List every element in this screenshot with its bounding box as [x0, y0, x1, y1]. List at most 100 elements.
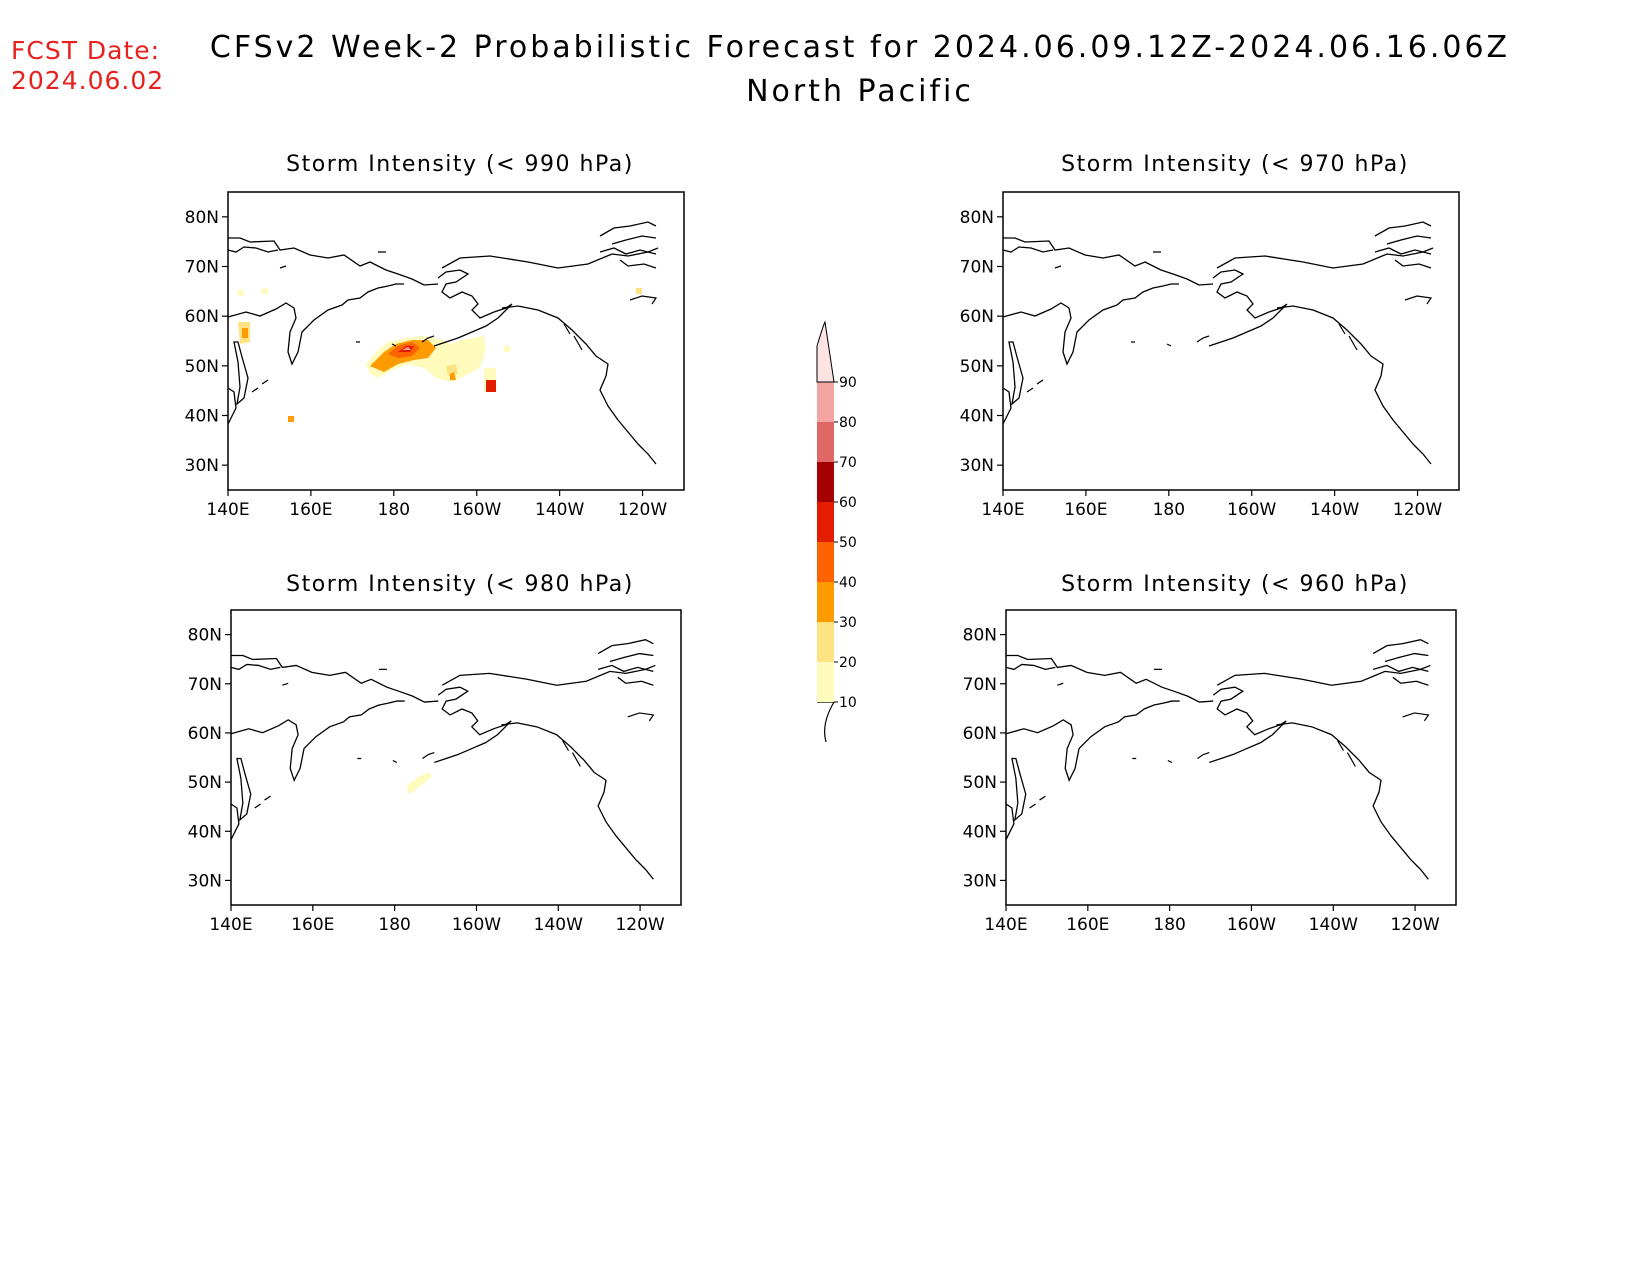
lon-label: 120W [618, 500, 667, 520]
lon-label: 140E [209, 915, 252, 935]
colorbar-segment [817, 582, 834, 622]
lon-label: 140W [1310, 500, 1359, 520]
lon-label: 120W [1390, 915, 1439, 935]
lon-label: 160E [291, 915, 334, 935]
lat-label: 70N [188, 675, 222, 695]
lon-label: 160E [1066, 915, 1109, 935]
colorbar-segment [817, 422, 834, 462]
colorbar-segment [817, 502, 834, 542]
map-980: 80N 70N 60N 50N 40N 30N 140E 160E 180 160W 140W 120… [188, 609, 682, 935]
lon-label: 180 [378, 500, 410, 520]
probability-area [450, 372, 456, 380]
colorbar-label: 20 [839, 655, 857, 671]
lat-label: 40N [188, 822, 222, 842]
lon-label: 180 [1153, 500, 1185, 520]
coastline [1005, 639, 1431, 880]
probability-area [636, 288, 642, 294]
lon-label: 160W [1227, 500, 1276, 520]
lon-label: 160E [289, 500, 332, 520]
lon-label: 140E [206, 500, 249, 520]
lat-label: 70N [960, 258, 994, 278]
colorbar-label: 50 [839, 535, 857, 551]
lon-label: 140E [984, 915, 1027, 935]
map-990: 80N 70N 60N 50N 40N 30N 140E 160E 180 160W 140W 120… [185, 191, 685, 520]
probability-area [486, 380, 496, 392]
colorbar-label: 60 [839, 495, 857, 511]
panel-title-980: Storm Intensity (< 980 hPa) [286, 572, 634, 597]
coastline [227, 221, 659, 465]
forecast-date: FCST Date: 2024.06.02 [11, 36, 164, 96]
map-frame [227, 191, 685, 491]
lon-label: 160E [1064, 500, 1107, 520]
lon-label: 160W [1227, 915, 1276, 935]
map-frame [1002, 191, 1460, 491]
lat-label: 60N [960, 307, 994, 327]
lat-label: 60N [185, 307, 219, 327]
fcst-date-value: 2024.06.02 [11, 66, 165, 95]
colorbar-segment [817, 542, 834, 582]
lon-label: 120W [615, 915, 664, 935]
lat-label: 40N [963, 822, 997, 842]
page-title: CFSv2 Week-2 Probabilistic Forecast for … [209, 30, 1511, 65]
probability-area [446, 364, 458, 376]
lat-label: 30N [960, 456, 994, 476]
probability-area [262, 288, 268, 294]
lat-label: 30N [963, 871, 997, 891]
colorbar-segment [817, 462, 834, 502]
lat-label: 80N [963, 626, 997, 646]
lon-label: 140W [534, 915, 583, 935]
panel-title-990: Storm Intensity (< 990 hPa) [286, 152, 634, 177]
probability-area [288, 416, 294, 422]
map-frame [1005, 609, 1457, 906]
probability-area [402, 347, 411, 350]
lat-label: 60N [188, 724, 222, 744]
lon-label: 160W [452, 915, 501, 935]
colorbar-segment [817, 622, 834, 662]
lat-label: 70N [185, 258, 219, 278]
probability-area [406, 772, 433, 795]
lat-label: 50N [960, 357, 994, 377]
colorbar-label: 70 [839, 455, 857, 471]
lat-label: 40N [960, 407, 994, 427]
lat-label: 40N [185, 407, 219, 427]
coastline [1002, 221, 1434, 465]
lat-label: 50N [963, 773, 997, 793]
lat-label: 80N [185, 208, 219, 228]
lon-label: 180 [378, 915, 410, 935]
lat-label: 30N [185, 456, 219, 476]
lon-label: 140W [1309, 915, 1358, 935]
map-970: 80N 70N 60N 50N 40N 30N 140E 160E 180 160W 140W 120… [960, 191, 1460, 520]
panel-title-970: Storm Intensity (< 970 hPa) [1061, 152, 1409, 177]
lat-label: 70N [963, 675, 997, 695]
probability-area [242, 328, 248, 338]
lon-label: 160W [452, 500, 501, 520]
map-frame [230, 609, 682, 906]
colorbar-label: 30 [839, 615, 857, 631]
probability-area [238, 290, 244, 296]
coastline [230, 639, 656, 880]
panel-title-960: Storm Intensity (< 960 hPa) [1061, 572, 1409, 597]
colorbar-label: 40 [839, 575, 857, 591]
colorbar-label: 10 [839, 695, 857, 711]
lon-label: 140W [535, 500, 584, 520]
colorbar-bottom-extension [817, 701, 836, 743]
lon-label: 140E [981, 500, 1024, 520]
lon-label: 180 [1153, 915, 1185, 935]
lat-label: 30N [188, 871, 222, 891]
lon-label: 120W [1393, 500, 1442, 520]
lat-label: 50N [188, 773, 222, 793]
fcst-label: FCST Date: [11, 36, 161, 65]
colorbar-segment [817, 662, 834, 702]
colorbar-top-extension [816, 320, 835, 383]
region-subtitle: North Pacific [746, 74, 974, 109]
colorbar: 10 20 30 40 50 60 70 80 90 [816, 320, 857, 743]
lat-label: 80N [188, 626, 222, 646]
colorbar-label: 90 [839, 375, 857, 391]
probability-area [504, 346, 510, 352]
colorbar-label: 80 [839, 415, 857, 431]
lat-label: 50N [185, 357, 219, 377]
colorbar-segment [817, 382, 834, 422]
lat-label: 80N [960, 208, 994, 228]
map-960: 80N 70N 60N 50N 40N 30N 140E 160E 180 160W 140W 120… [963, 609, 1457, 935]
